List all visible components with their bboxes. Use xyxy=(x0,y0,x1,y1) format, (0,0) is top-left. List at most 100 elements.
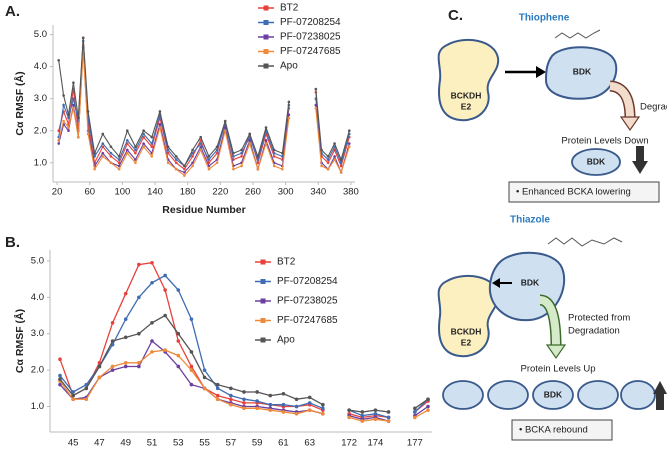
point xyxy=(215,151,219,155)
point xyxy=(320,164,323,168)
point xyxy=(207,167,211,171)
x-tick-label: 61 xyxy=(278,438,289,449)
bdk-label: BDK xyxy=(587,156,606,166)
series-line xyxy=(59,274,429,419)
point xyxy=(93,155,96,158)
point xyxy=(163,313,167,318)
point xyxy=(71,393,75,398)
point xyxy=(93,151,96,155)
point xyxy=(268,402,273,407)
point xyxy=(176,353,181,358)
point xyxy=(223,126,227,129)
point xyxy=(255,406,259,411)
point xyxy=(123,361,128,365)
point xyxy=(158,123,162,126)
point xyxy=(142,135,145,139)
y-tick-label: 4.0 xyxy=(34,61,47,72)
point xyxy=(268,408,273,412)
point xyxy=(62,119,65,123)
legend-swatch xyxy=(260,298,266,304)
point xyxy=(163,273,167,278)
down-arrow xyxy=(636,146,644,162)
point xyxy=(117,158,121,161)
point xyxy=(150,321,154,325)
point xyxy=(174,167,178,171)
x-tick-label: 55 xyxy=(199,438,210,449)
point xyxy=(287,116,291,120)
point xyxy=(199,145,203,149)
legend-label: BT2 xyxy=(280,3,299,14)
point xyxy=(255,399,259,403)
point xyxy=(373,408,378,412)
point xyxy=(109,155,113,158)
point xyxy=(183,164,186,168)
bdk-shape xyxy=(544,46,618,100)
point xyxy=(137,364,141,369)
legend-swatch xyxy=(260,318,266,323)
point xyxy=(125,139,129,142)
point xyxy=(67,129,70,133)
point xyxy=(163,348,167,352)
point xyxy=(272,155,276,158)
point xyxy=(62,94,65,97)
point xyxy=(232,155,235,158)
point xyxy=(150,135,154,139)
point xyxy=(240,164,243,168)
point xyxy=(321,406,325,411)
point xyxy=(174,161,178,165)
point xyxy=(77,116,80,120)
legend-label: Apo xyxy=(277,335,295,346)
point xyxy=(137,361,141,365)
point xyxy=(326,161,330,165)
point xyxy=(386,419,391,423)
point xyxy=(134,151,137,155)
title: Thiazole xyxy=(510,215,550,226)
point xyxy=(71,397,75,402)
point xyxy=(150,155,154,158)
point xyxy=(215,148,219,152)
point xyxy=(125,148,129,152)
point xyxy=(321,402,325,407)
point xyxy=(166,145,170,149)
e2-label: BCKDH xyxy=(451,90,482,100)
point xyxy=(426,404,430,409)
point xyxy=(176,364,181,369)
e2-label: E2 xyxy=(461,337,472,347)
outcome: Protein Levels Down xyxy=(561,136,648,147)
point xyxy=(339,158,343,161)
point xyxy=(202,368,207,372)
panel-label: C. xyxy=(448,7,463,24)
point xyxy=(101,151,105,155)
point xyxy=(373,412,378,416)
point xyxy=(109,145,113,149)
point xyxy=(109,151,113,155)
up-arrow xyxy=(656,393,664,410)
x-tick-label: 174 xyxy=(367,438,383,449)
point xyxy=(215,382,220,387)
point xyxy=(117,167,121,171)
point xyxy=(347,145,351,149)
point xyxy=(326,155,330,158)
point xyxy=(101,142,105,145)
point xyxy=(62,103,65,107)
result-box xyxy=(508,181,660,203)
point xyxy=(347,408,351,412)
x-tick-label: 220 xyxy=(212,187,228,198)
point xyxy=(223,129,227,133)
point xyxy=(202,375,207,380)
arrow-label: Degradation xyxy=(568,326,620,337)
molecule xyxy=(554,29,601,39)
charts: A. 1.0 2.0 3.0 4.0 5.0 20 60 100 140 180 220 260 300 3… xyxy=(5,3,432,449)
bdk-shape xyxy=(442,380,484,410)
point xyxy=(281,410,286,414)
point xyxy=(57,139,61,142)
point xyxy=(110,368,115,372)
down-arrow xyxy=(632,161,648,174)
point xyxy=(294,397,299,402)
series-line xyxy=(58,50,350,177)
legend-label: PF-07238025 xyxy=(277,296,338,307)
point xyxy=(189,368,194,372)
point xyxy=(150,280,154,285)
e2-shape xyxy=(437,38,500,122)
point xyxy=(123,317,128,321)
